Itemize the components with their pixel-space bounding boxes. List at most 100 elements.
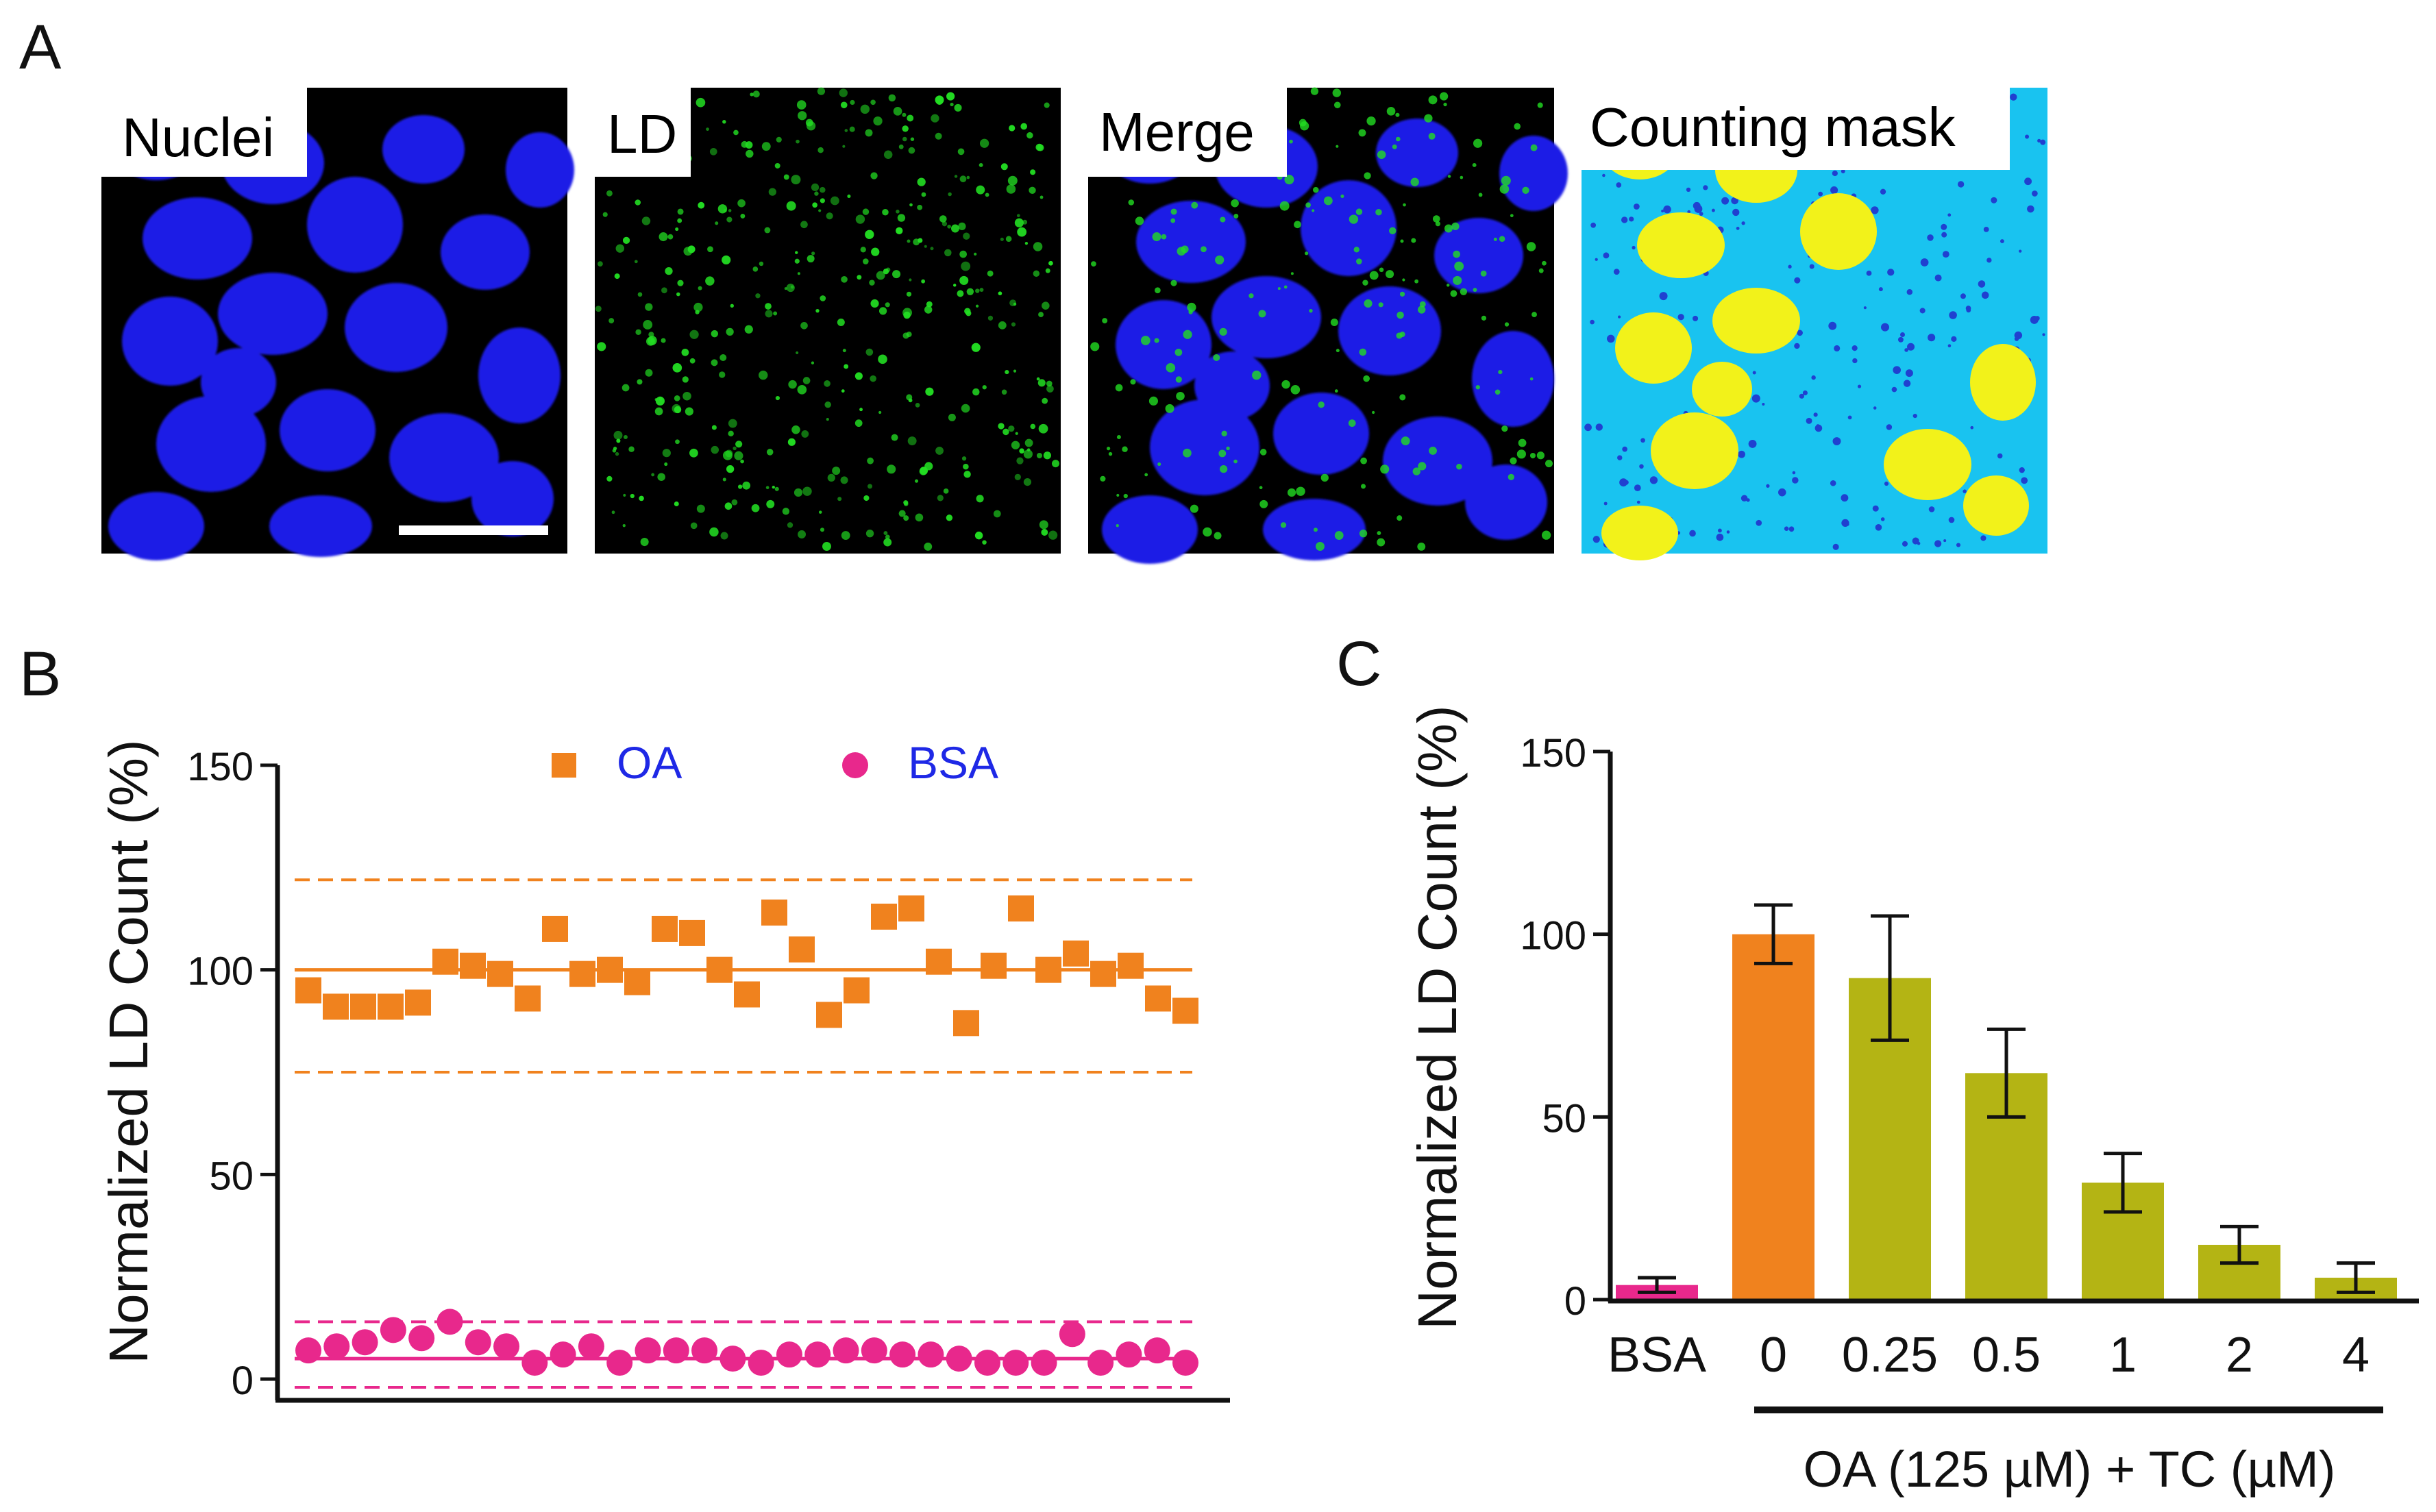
mask-region: [1692, 362, 1752, 417]
lipid-droplet: [720, 532, 728, 540]
lipid-droplet: [844, 129, 848, 132]
lipid-droplet: [1006, 184, 1016, 194]
lipid-droplet: [847, 194, 851, 199]
lipid-droplet: [1221, 430, 1227, 437]
chart-b-bsa-point: [465, 1329, 491, 1356]
lipid-droplet: [811, 183, 820, 192]
lipid-droplet: [1428, 132, 1436, 140]
lipid-droplet: [1115, 384, 1123, 392]
lipid-droplet: [1334, 389, 1338, 393]
lipid-droplet: [1359, 348, 1367, 356]
lipid-droplet: [1042, 397, 1048, 404]
mask-dot: [1717, 528, 1722, 533]
lipid-droplet: [1526, 242, 1536, 251]
lipid-droplet: [1453, 250, 1460, 258]
lipid-droplet: [998, 291, 1002, 296]
legend-oa-marker: [552, 753, 576, 778]
lipid-droplet: [724, 502, 733, 510]
lipid-droplet: [793, 488, 803, 497]
lipid-droplet: [976, 495, 984, 503]
lipid-droplet: [883, 531, 888, 536]
lipid-droplet: [1510, 214, 1514, 218]
chart-b-oa-point: [844, 977, 870, 1004]
lipid-droplet: [826, 418, 829, 421]
lipid-droplet: [1281, 380, 1290, 389]
lipid-droplet: [677, 218, 682, 223]
mask-dot: [1943, 539, 1947, 543]
mask-dot: [1693, 315, 1699, 321]
chart-b-oa-point: [706, 956, 733, 983]
mask-dot: [1878, 287, 1883, 292]
lipid-droplet: [954, 175, 958, 178]
lipid-droplet: [786, 201, 796, 211]
lipid-droplet: [1309, 308, 1313, 313]
lipid-droplet: [1122, 446, 1128, 452]
chart-b-bsa-point: [861, 1337, 887, 1364]
mask-dot: [1716, 533, 1724, 541]
lipid-droplet: [902, 125, 909, 132]
mask-dot: [1934, 540, 1942, 547]
lipid-droplet: [1493, 237, 1497, 241]
mask-dot: [1830, 480, 1836, 486]
chart-b-bsa-point: [1059, 1321, 1085, 1348]
micrograph-mask-label: Counting mask: [1590, 97, 1956, 158]
lipid-droplet: [1090, 261, 1096, 267]
lipid-droplet: [728, 430, 734, 437]
lipid-droplet: [615, 244, 625, 253]
lipid-droplet: [1355, 208, 1363, 215]
lipid-droplet: [1090, 342, 1100, 351]
lipid-droplet: [1035, 143, 1044, 151]
lipid-droplet: [963, 463, 969, 470]
mask-dot: [1659, 292, 1668, 301]
mask-dot: [1634, 484, 1641, 492]
lipid-droplet: [783, 174, 789, 180]
mask-dot: [1866, 270, 1872, 276]
chart-b-bsa-point: [748, 1350, 774, 1376]
lipid-droplet: [878, 307, 887, 315]
chart-c-ytick-label: 50: [1542, 1096, 1586, 1141]
lipid-droplet: [637, 379, 643, 385]
lipid-droplet: [1157, 462, 1161, 467]
lipid-droplet: [1037, 379, 1046, 387]
nucleus: [1194, 351, 1270, 420]
lipid-droplet: [878, 354, 887, 364]
lipid-droplet: [1259, 499, 1268, 508]
lipid-droplet: [1530, 144, 1538, 151]
mask-dot: [1741, 221, 1745, 225]
lipid-droplet: [1170, 208, 1177, 215]
lipid-droplet: [681, 348, 689, 356]
lipid-droplet: [1140, 336, 1151, 345]
lipid-droplet: [787, 438, 796, 446]
lipid-droplet: [776, 136, 782, 142]
chart-b-bsa-point: [352, 1329, 378, 1356]
lipid-droplet: [765, 310, 773, 318]
lipid-droplet: [643, 320, 653, 330]
lipid-droplet: [798, 530, 807, 538]
lipid-droplet: [698, 286, 702, 290]
mask-dot: [1941, 223, 1947, 230]
mask-dot: [1887, 269, 1895, 276]
lipid-droplet: [885, 302, 890, 308]
mask-dot: [1590, 222, 1597, 228]
mask-dot: [1919, 308, 1926, 314]
nucleus: [269, 495, 372, 557]
lipid-droplet: [794, 258, 800, 264]
lipid-droplet: [975, 304, 979, 308]
mask-dot: [1794, 277, 1801, 284]
nucleus: [345, 283, 447, 372]
mask-region: [1637, 212, 1725, 278]
mask-dot: [1762, 402, 1765, 406]
chart-b-oa-point: [378, 993, 404, 1020]
mask-dot: [1602, 173, 1605, 177]
lipid-droplet: [802, 486, 812, 496]
lipid-droplet: [1038, 312, 1044, 318]
mask-dot: [1711, 208, 1715, 212]
lipid-droplet: [943, 488, 949, 494]
lipid-droplet: [1429, 446, 1437, 455]
lipid-droplet: [706, 127, 709, 132]
chart-b-ytick-label: 150: [187, 745, 254, 789]
lipid-droplet: [1456, 463, 1462, 470]
lipid-droplet: [987, 270, 994, 277]
chart-b-ytick-label: 0: [232, 1359, 254, 1403]
lipid-droplet: [819, 186, 826, 193]
